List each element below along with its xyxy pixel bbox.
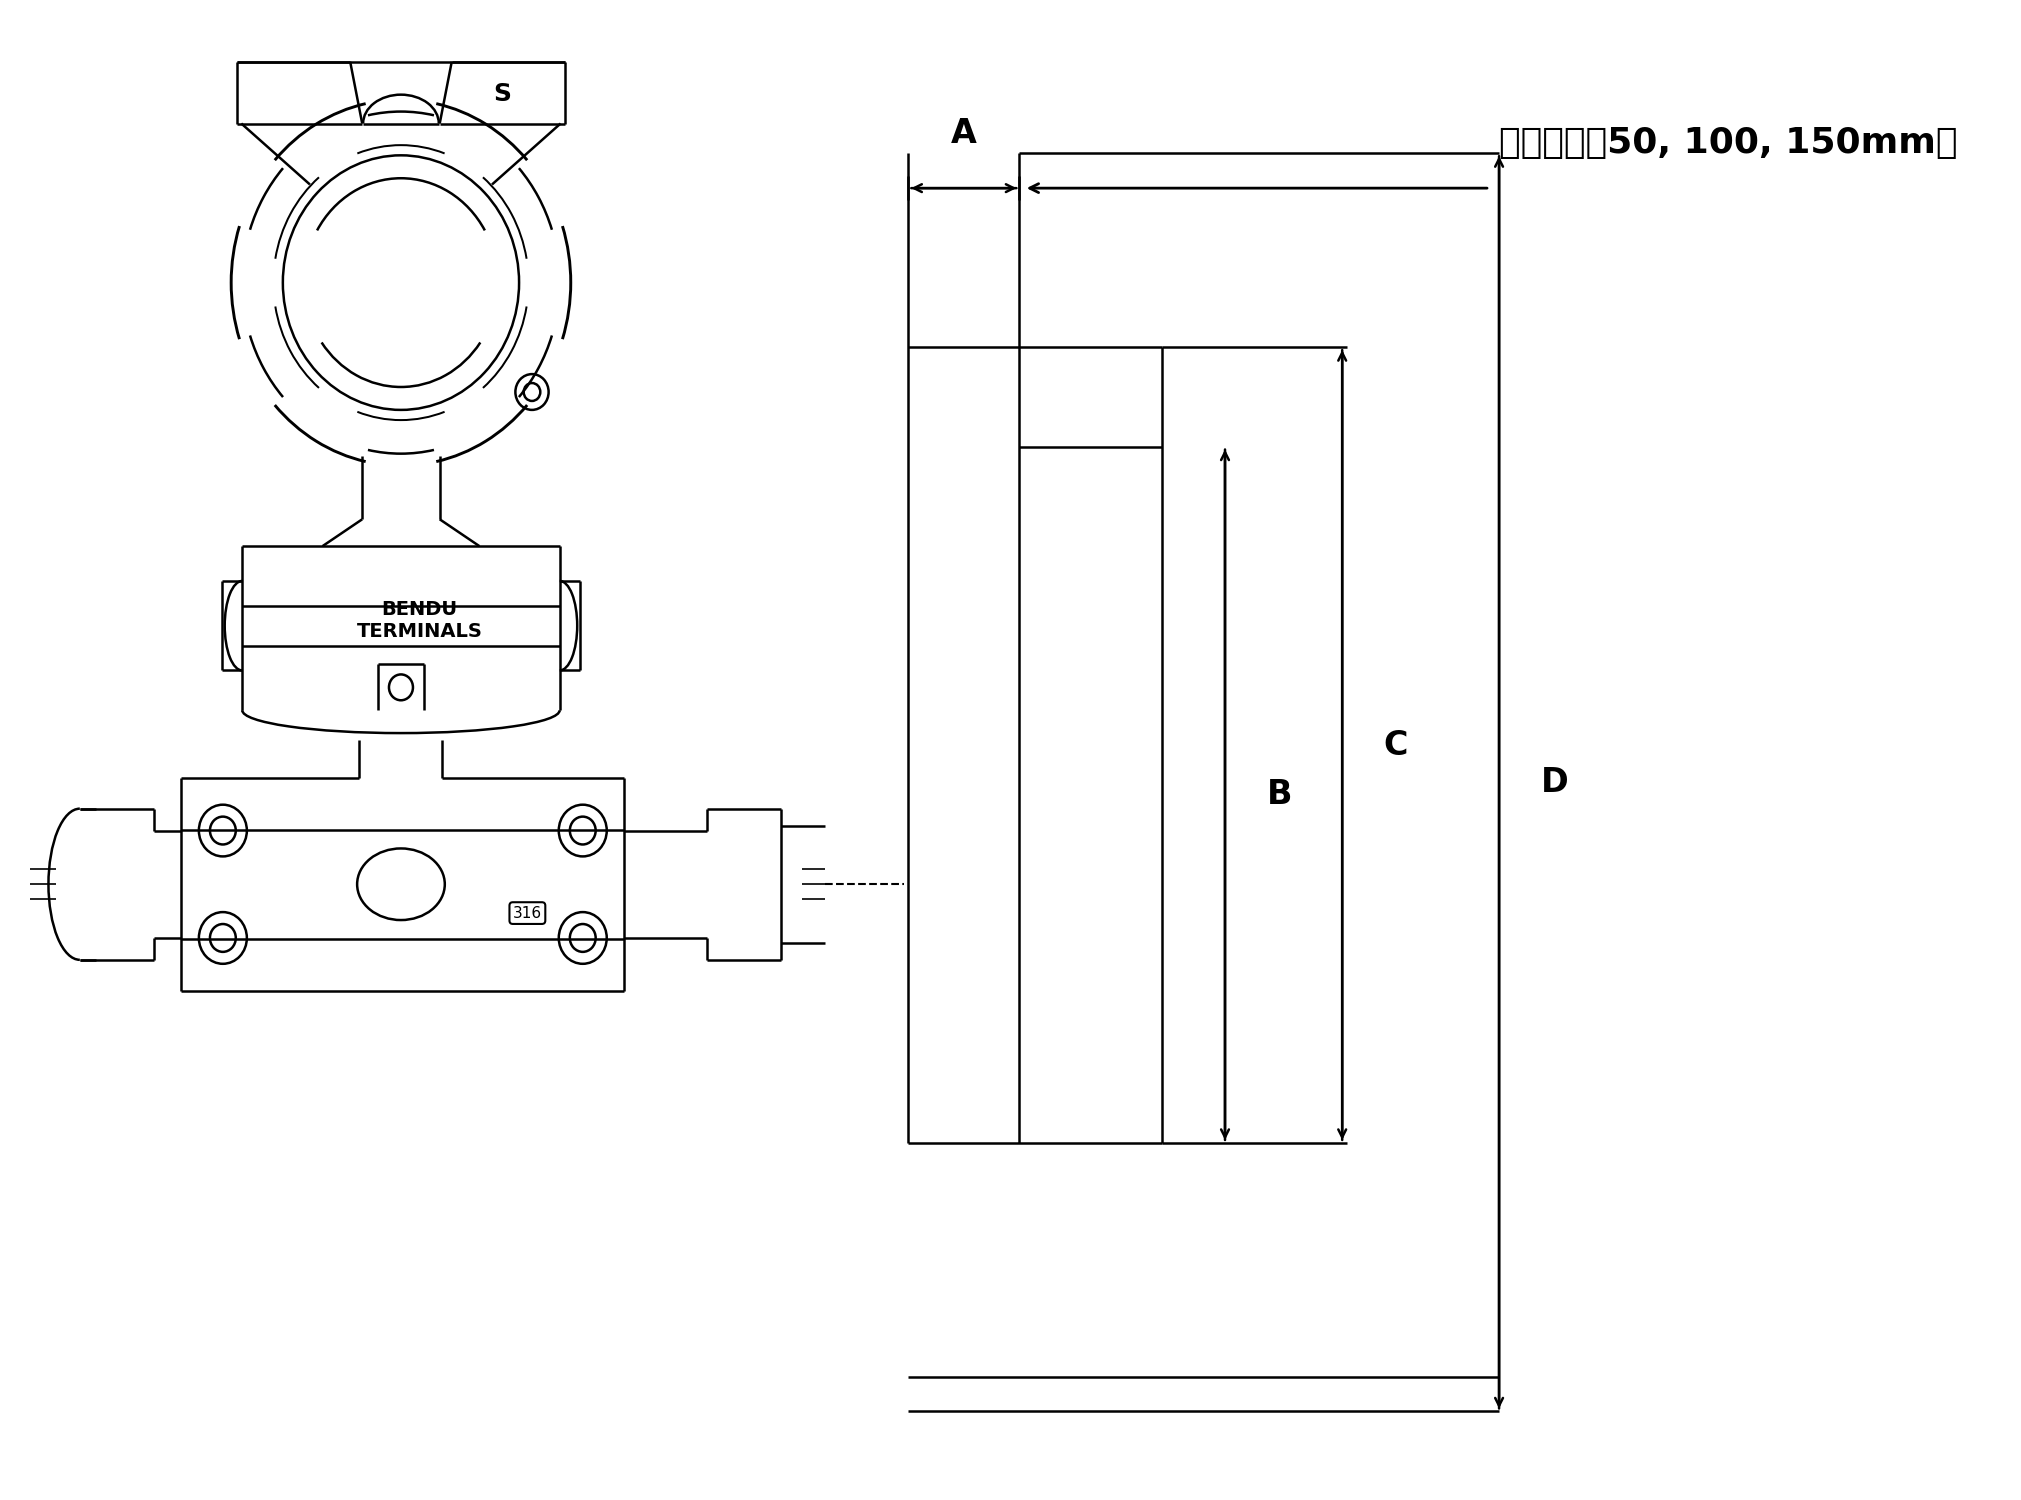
Text: B: B <box>1267 778 1291 812</box>
Text: A: A <box>952 117 976 150</box>
Text: BENDU
TERMINALS: BENDU TERMINALS <box>356 600 483 640</box>
Text: 316: 316 <box>513 906 542 921</box>
Text: D: D <box>1540 766 1568 800</box>
Text: 插入深度（50, 100, 150mm）: 插入深度（50, 100, 150mm） <box>1500 126 1958 160</box>
Text: S: S <box>493 81 511 105</box>
Text: C: C <box>1384 729 1409 762</box>
